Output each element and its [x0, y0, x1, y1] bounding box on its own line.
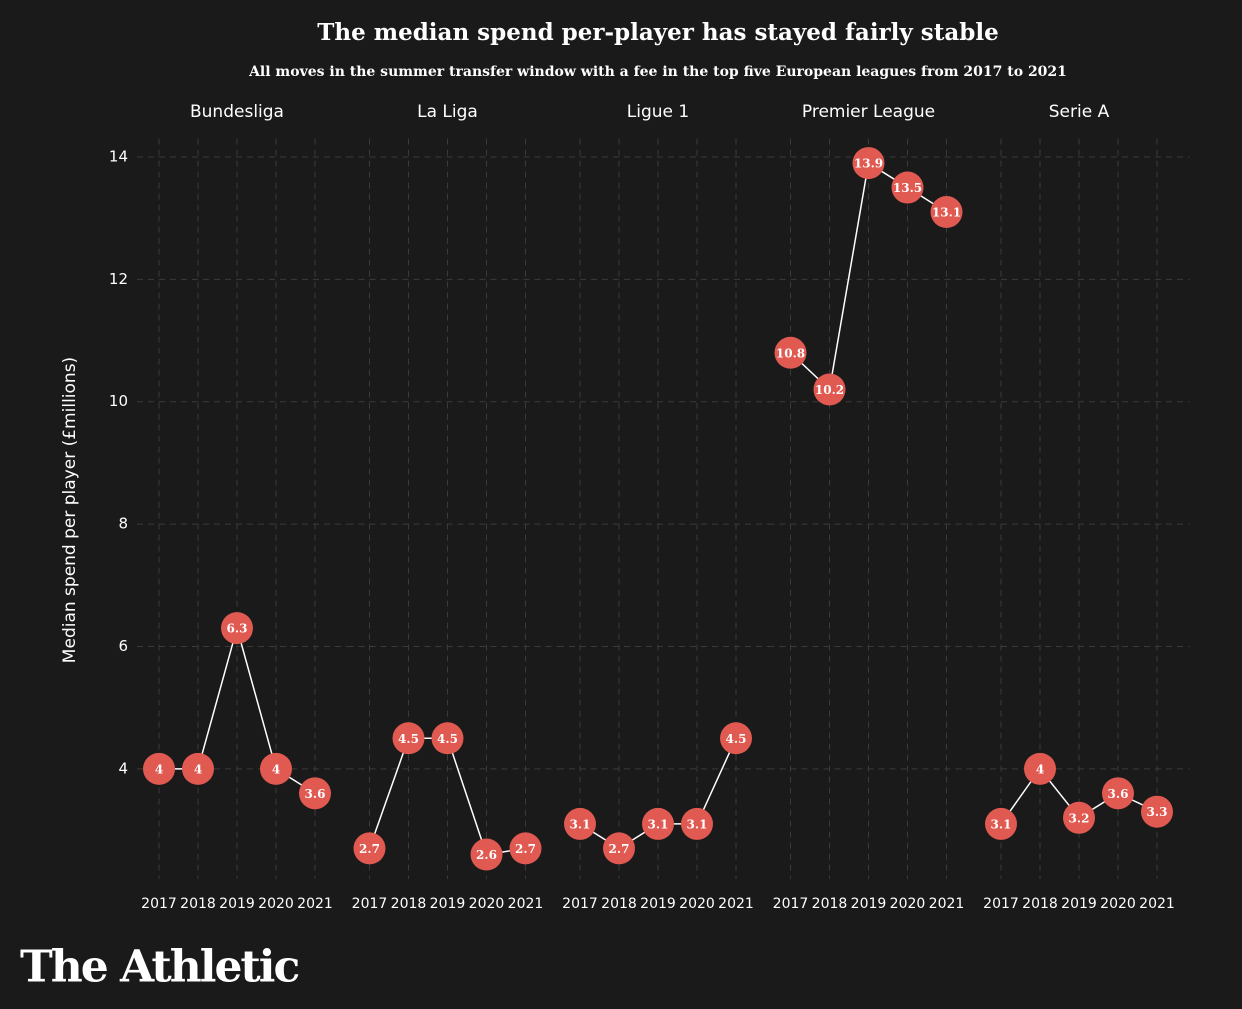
- x-tick-label: 2017: [983, 896, 1019, 912]
- data-label: 2.7: [609, 842, 630, 856]
- data-label: 4: [194, 762, 202, 776]
- data-point: [182, 752, 214, 785]
- y-tick-label: 10: [109, 392, 128, 410]
- brand-logo: The Athletic: [20, 942, 298, 993]
- panel-title: La Liga: [417, 102, 478, 122]
- x-tick-label: 2019: [1061, 896, 1097, 912]
- x-tick-label: 2021: [508, 896, 544, 912]
- x-tick-label: 2020: [890, 896, 926, 912]
- x-tick-label: 2020: [258, 896, 294, 912]
- y-tick-label: 4: [118, 759, 128, 777]
- data-label: 4.5: [398, 732, 419, 746]
- data-label: 3.1: [648, 817, 669, 831]
- data-point: [813, 373, 846, 406]
- data-point: [564, 807, 596, 840]
- data-label: 4: [272, 762, 280, 776]
- data-label: 4: [1036, 762, 1044, 776]
- data-label: 3.3: [1147, 805, 1168, 819]
- x-tick-label: 2019: [640, 896, 676, 912]
- data-label: 3.6: [1108, 787, 1129, 801]
- data-label: 4: [155, 762, 163, 776]
- x-tick-label: 2017: [141, 896, 177, 912]
- x-tick-label: 2019: [219, 896, 255, 912]
- data-point: [642, 807, 674, 840]
- data-label: 13.9: [854, 157, 883, 171]
- y-axis-label: Median spend per player (£millions): [60, 357, 80, 663]
- data-point: [1102, 777, 1134, 810]
- data-point: [509, 832, 542, 865]
- y-tick-label: 8: [118, 515, 128, 533]
- data-point: [1024, 752, 1056, 785]
- data-point: [852, 147, 885, 180]
- data-point: [1141, 795, 1173, 828]
- data-label: 3.6: [305, 787, 326, 801]
- data-point: [1063, 801, 1095, 834]
- chart-title: The median spend per-player has stayed f…: [317, 19, 998, 46]
- data-point: [260, 752, 292, 785]
- data-label: 3.1: [570, 817, 591, 831]
- x-tick-label: 2021: [1139, 896, 1175, 912]
- x-tick-label: 2018: [391, 896, 427, 912]
- x-tick-label: 2017: [352, 896, 388, 912]
- data-point: [143, 752, 175, 785]
- x-tick-label: 2021: [718, 896, 754, 912]
- data-label: 6.3: [227, 622, 248, 636]
- x-tick-label: 2019: [851, 896, 887, 912]
- data-label: 2.6: [476, 848, 497, 862]
- y-tick-label: 14: [109, 147, 128, 165]
- data-label: 10.8: [776, 346, 805, 360]
- data-label: 2.7: [359, 842, 380, 856]
- x-tick-label: 2020: [469, 896, 505, 912]
- data-point: [470, 838, 503, 871]
- data-label: 4.5: [726, 732, 747, 746]
- data-label: 3.1: [991, 817, 1012, 831]
- data-point: [221, 612, 253, 645]
- data-point: [720, 722, 752, 755]
- x-tick-label: 2018: [812, 896, 848, 912]
- data-point: [985, 807, 1017, 840]
- data-point: [353, 832, 386, 865]
- data-point: [681, 807, 713, 840]
- data-point: [392, 722, 425, 755]
- x-tick-label: 2018: [180, 896, 216, 912]
- x-tick-label: 2017: [562, 896, 598, 912]
- data-point: [774, 336, 807, 369]
- x-tick-label: 2018: [601, 896, 637, 912]
- data-label: 2.7: [515, 842, 536, 856]
- y-tick-label: 6: [118, 637, 128, 655]
- x-tick-label: 2021: [297, 896, 333, 912]
- data-label: 3.1: [687, 817, 708, 831]
- x-tick-label: 2020: [1100, 896, 1136, 912]
- data-label: 4.5: [437, 732, 458, 746]
- x-tick-label: 2018: [1022, 896, 1058, 912]
- y-tick-label: 12: [109, 270, 128, 288]
- chart-subtitle: All moves in the summer transfer window …: [248, 64, 1067, 80]
- x-tick-label: 2021: [929, 896, 965, 912]
- panel-title: Bundesliga: [190, 102, 284, 122]
- data-point: [431, 722, 464, 755]
- data-point: [930, 196, 963, 229]
- panel-title: Ligue 1: [627, 102, 689, 122]
- data-point: [603, 832, 635, 865]
- x-tick-label: 2019: [430, 896, 466, 912]
- data-point: [299, 777, 331, 810]
- x-tick-label: 2017: [773, 896, 809, 912]
- panel-title: Serie A: [1049, 102, 1110, 122]
- data-point: [891, 171, 924, 204]
- data-label: 3.2: [1069, 811, 1090, 825]
- data-label: 13.1: [932, 206, 961, 220]
- panel-title: Premier League: [802, 102, 935, 122]
- x-tick-label: 2020: [679, 896, 715, 912]
- data-label: 10.2: [815, 383, 844, 397]
- data-label: 13.5: [893, 181, 922, 195]
